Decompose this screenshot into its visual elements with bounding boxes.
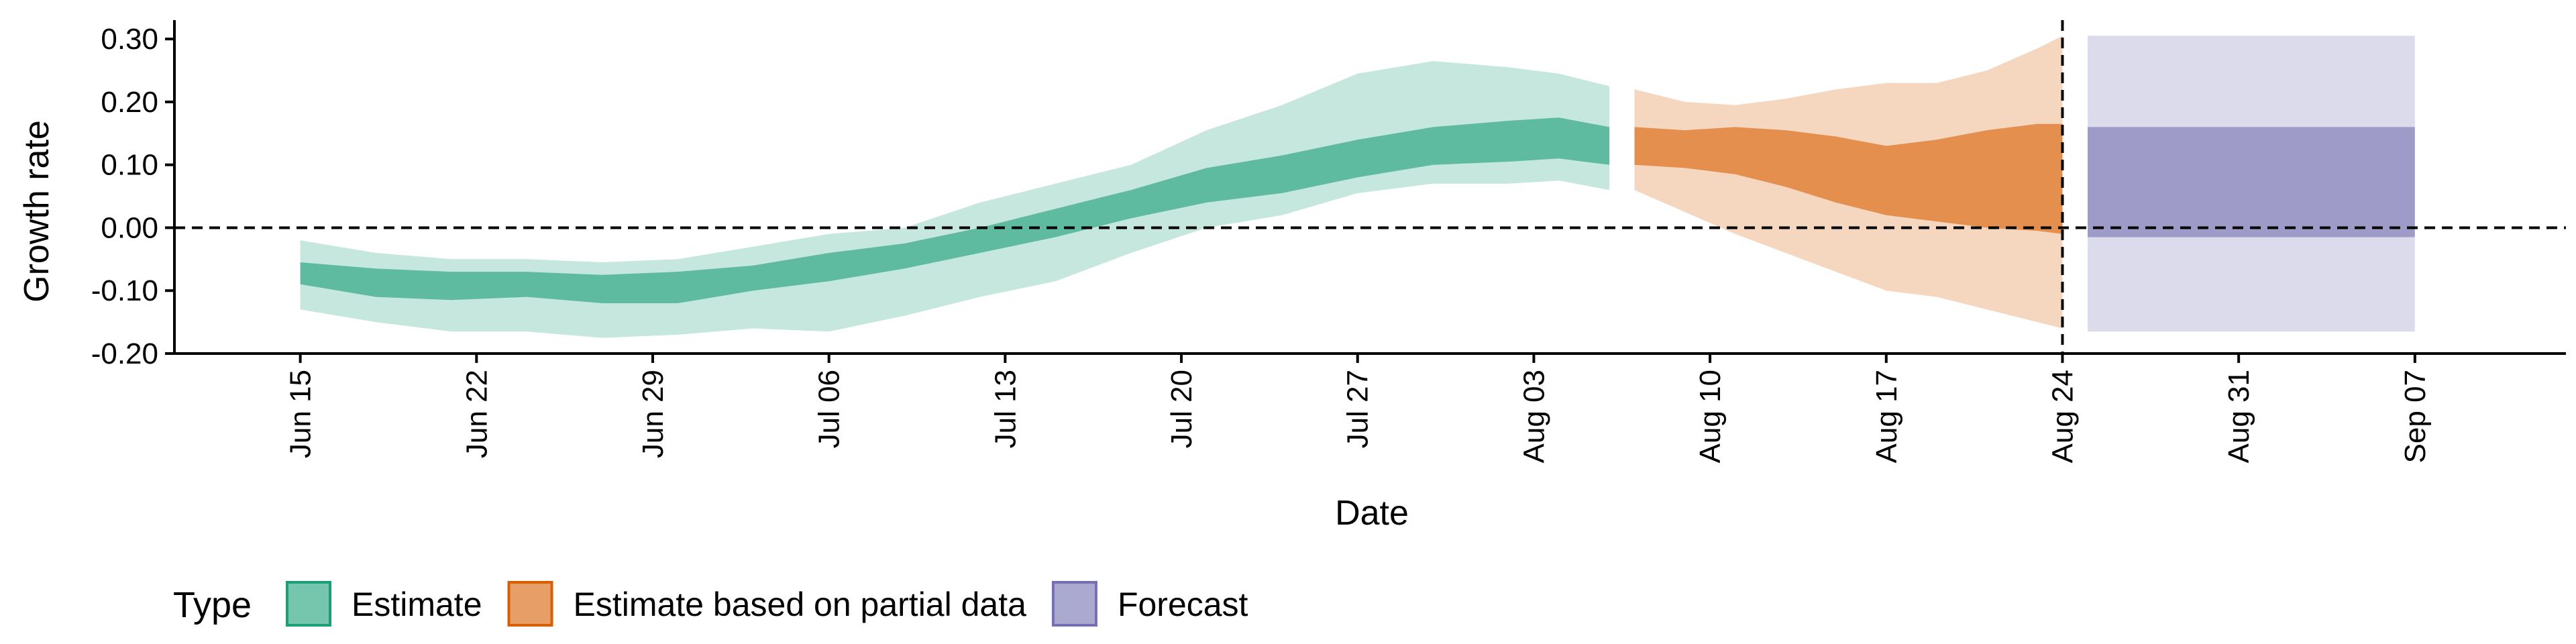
y-tick-label: 0.00: [101, 211, 158, 244]
y-axis-title: Growth rate: [17, 120, 56, 303]
axes: -0.20 -0.10 0.00 0.10 0.20 0.30 Jun 15 Jun 22 Ju…: [91, 20, 2566, 463]
y-tick-label: 0.10: [101, 149, 158, 182]
legend-swatch: [507, 581, 553, 627]
legend: Type Estimate Estimate based on partial d…: [173, 581, 1248, 627]
x-tick-label: Jun 15: [284, 370, 317, 458]
legend-swatch: [1051, 581, 1097, 627]
series-bands: [300, 36, 2415, 338]
x-axis-title: Date: [1335, 494, 1409, 533]
x-tick-label: Jul 06: [813, 370, 846, 448]
reference-lines: [174, 20, 2566, 354]
x-tick-label: Aug 31: [2222, 370, 2255, 463]
legend-title: Type: [173, 585, 252, 625]
x-tick-label: Jul 27: [1342, 370, 1375, 448]
x-tick-label: Aug 10: [1694, 370, 1727, 463]
x-tick-label: Jun 29: [637, 370, 669, 458]
x-tick-label: Jul 13: [989, 370, 1022, 448]
band-inner-forecast: [2088, 127, 2415, 237]
legend-label: Estimate based on partial data: [574, 586, 1027, 623]
y-tick-label: -0.10: [91, 274, 158, 307]
x-tick-label: Sep 07: [2399, 370, 2432, 463]
x-tick-label: Jul 20: [1165, 370, 1198, 448]
x-tick-label: Aug 03: [1517, 370, 1550, 463]
band-outer-estimate: [300, 61, 1610, 338]
y-tick-label: 0.20: [101, 86, 158, 119]
band-inner-estimate-based-on-partial-data: [1634, 123, 2063, 234]
band-inner-estimate: [300, 117, 1610, 304]
y-tick-label: 0.30: [101, 23, 158, 56]
x-tick-label: Aug 24: [2046, 370, 2079, 463]
x-tick-label: Aug 17: [1870, 370, 1903, 463]
x-tick-label: Jun 22: [460, 370, 493, 458]
legend-swatch: [286, 581, 331, 627]
y-tick-label: -0.20: [91, 337, 158, 370]
legend-label: Estimate: [352, 586, 482, 623]
legend-label: Forecast: [1118, 586, 1248, 623]
